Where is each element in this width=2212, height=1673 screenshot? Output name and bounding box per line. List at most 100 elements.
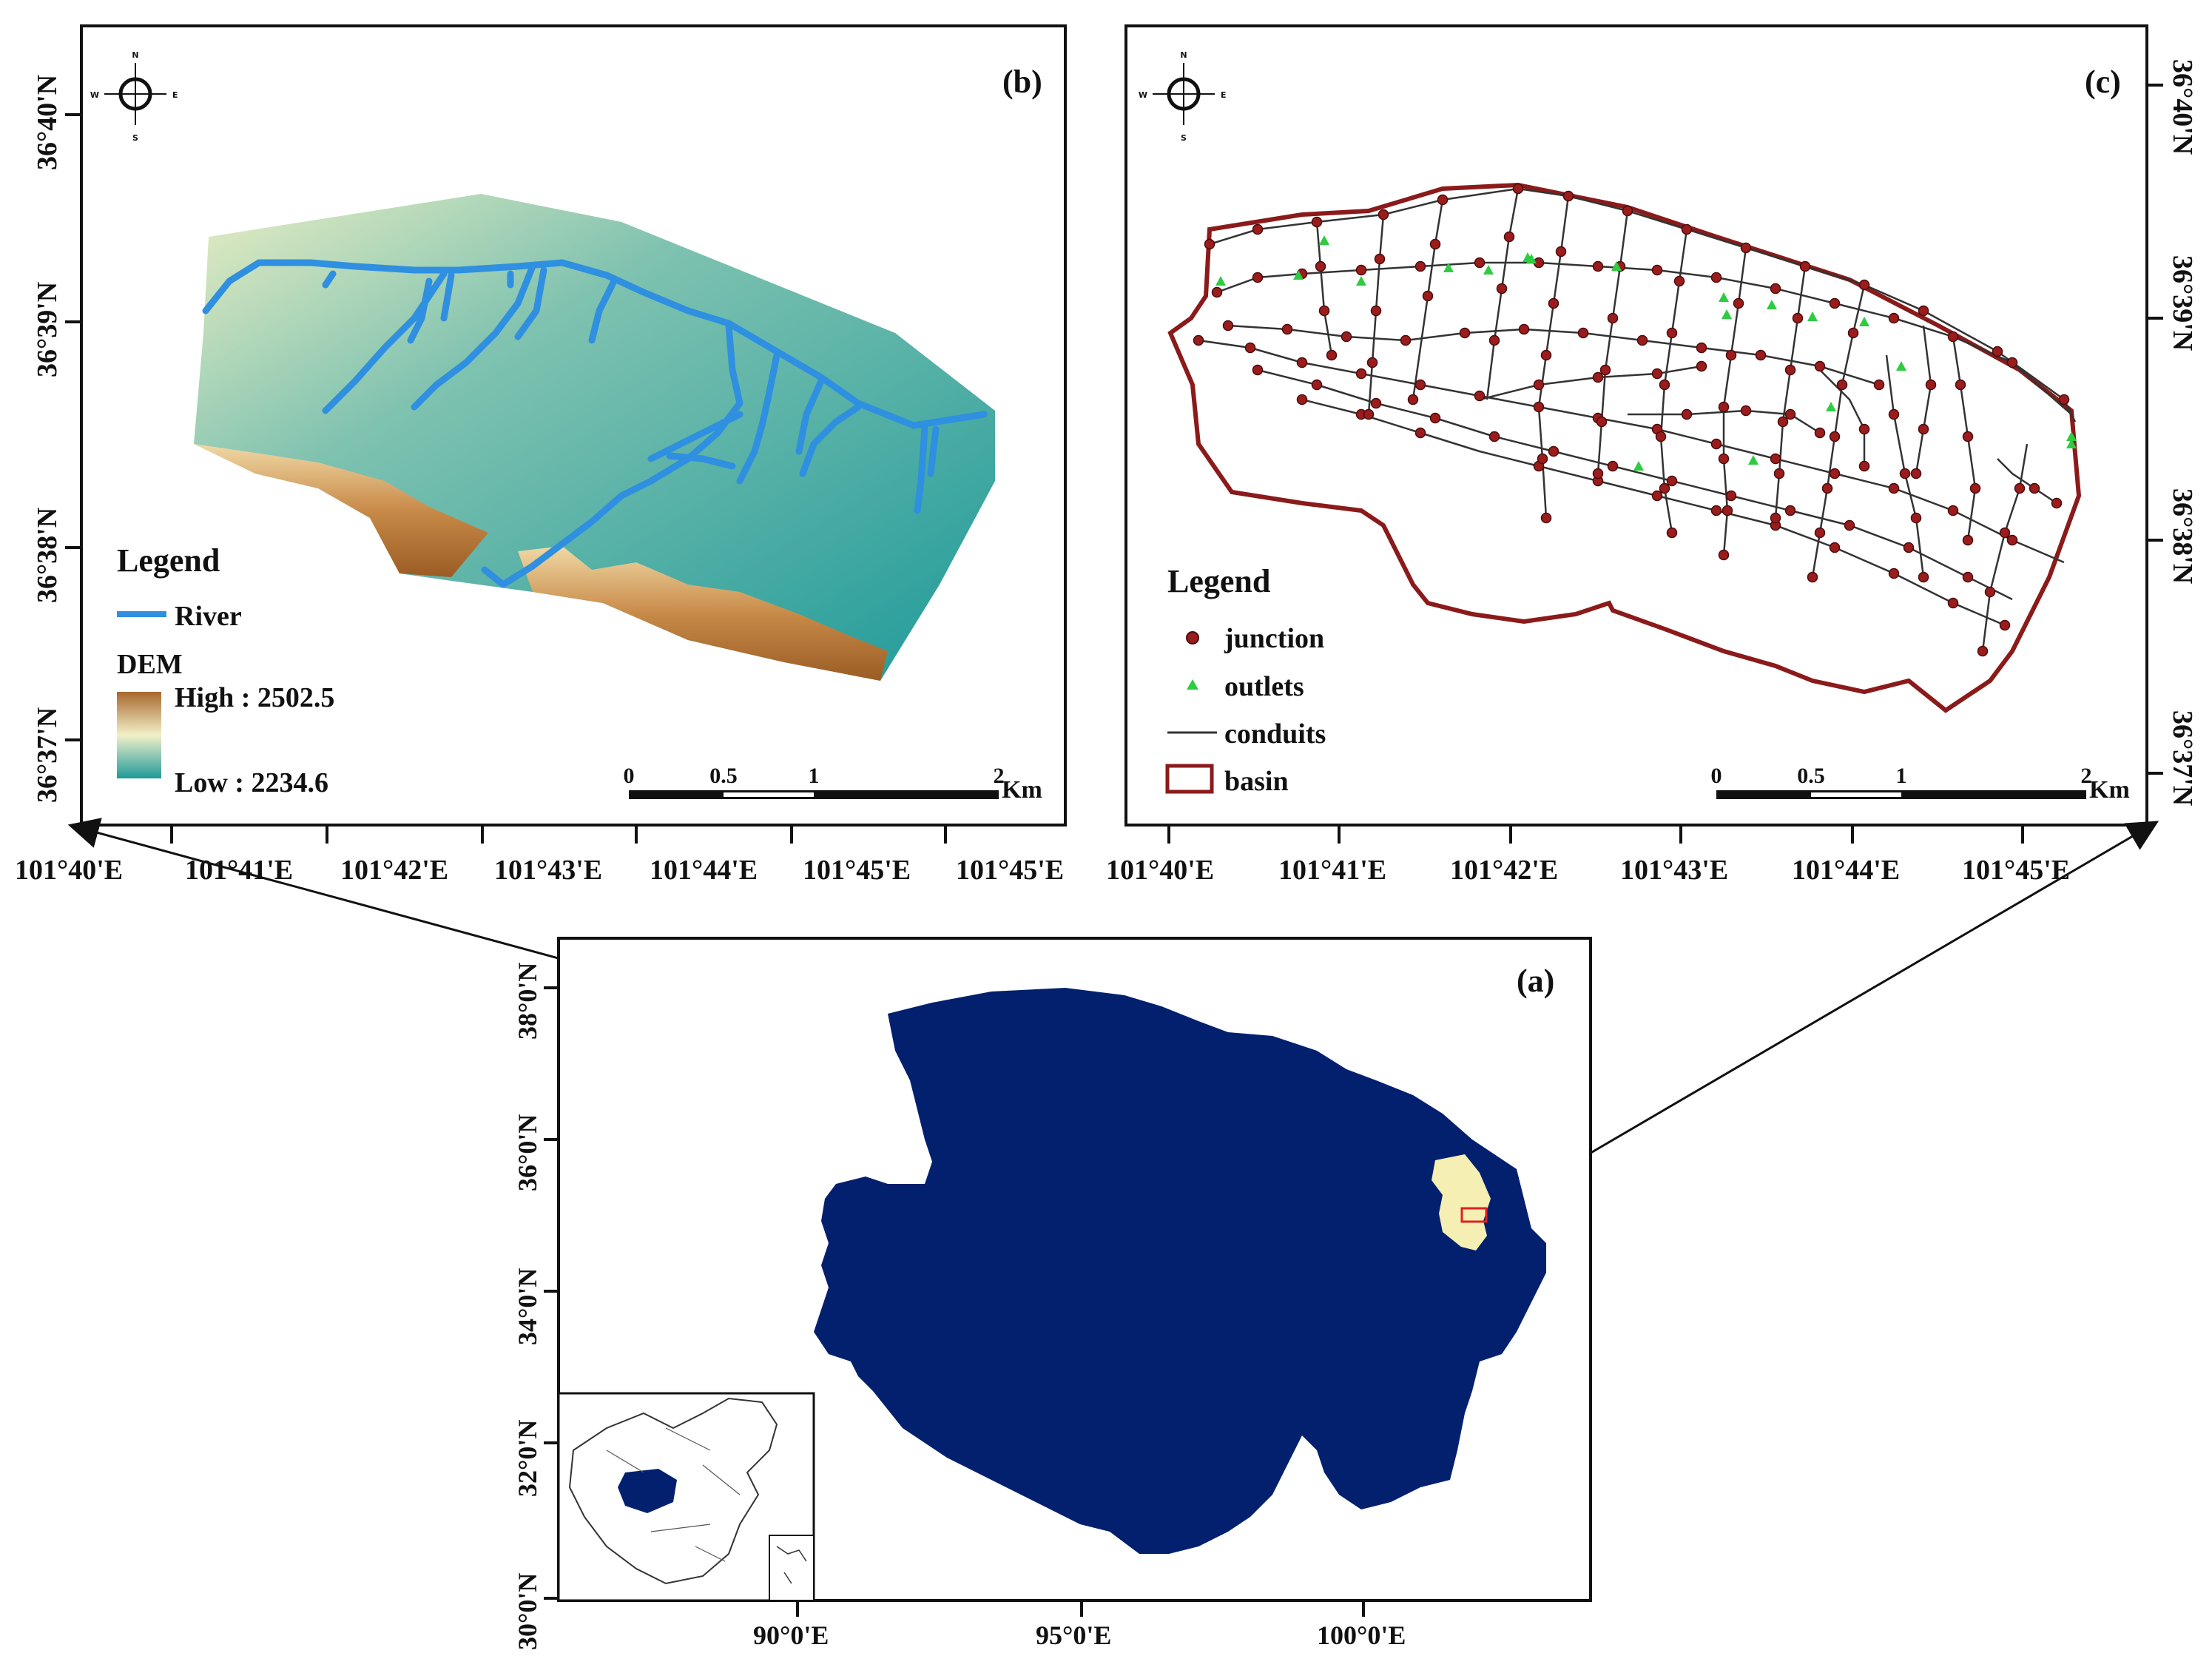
junction-node bbox=[1770, 283, 1781, 294]
outlet-marker bbox=[1633, 461, 1644, 471]
scale-bar-c: 0 0.5 1 2 Km bbox=[1711, 764, 2130, 804]
junction-node bbox=[1596, 416, 1608, 428]
junction-node bbox=[2029, 482, 2040, 494]
scale-c-tick-3: 2 bbox=[2081, 764, 2092, 788]
junction-node bbox=[1355, 368, 1367, 380]
junction-node bbox=[1659, 482, 1670, 494]
junction-node bbox=[1710, 272, 1722, 283]
junction-node bbox=[1503, 231, 1515, 243]
panel-b-lat-1: 36°39'N bbox=[32, 282, 63, 377]
junction-node bbox=[1363, 408, 1375, 420]
panel-b-label: (b) bbox=[1002, 64, 1042, 100]
junction-node bbox=[1814, 527, 1826, 539]
junction-node bbox=[1577, 327, 1589, 339]
junction-node bbox=[1962, 571, 1974, 583]
compass-s: S bbox=[132, 133, 138, 143]
panel-c-lat-labels: 36°40'N 36°39'N 36°38'N 36°37'N bbox=[2167, 59, 2198, 806]
outlet-marker bbox=[1293, 270, 1304, 280]
junction-node bbox=[1969, 482, 1981, 494]
outlet-marker bbox=[1526, 254, 1537, 263]
scale-b-tick-2: 1 bbox=[809, 764, 820, 788]
junction-node bbox=[2051, 497, 2063, 509]
panel-a-lat-3: 32°0'N bbox=[513, 1420, 542, 1497]
junction-node bbox=[1888, 408, 1900, 420]
panel-b-lon-2: 101°42'E bbox=[340, 855, 448, 886]
outlet-marker bbox=[1859, 317, 1869, 326]
junction-node bbox=[1947, 331, 1959, 343]
panel-b: N S W E (b) Legend River DEM High : 2502… bbox=[15, 24, 1067, 886]
junction-nodes bbox=[1193, 183, 2070, 657]
junction-node bbox=[1784, 505, 1796, 516]
junction-node bbox=[1770, 512, 1781, 524]
scale-c-tick-1: 0.5 bbox=[1797, 764, 1825, 788]
panel-c-lat-3: 36°37'N bbox=[2167, 710, 2198, 806]
junction-node bbox=[1422, 290, 1434, 302]
outlet-marker bbox=[1611, 261, 1622, 271]
outlet-marker bbox=[1356, 276, 1366, 286]
junction-node bbox=[1655, 431, 1667, 442]
junction-node bbox=[1858, 460, 1870, 472]
panel-c-lon-1: 101°41'E bbox=[1278, 855, 1386, 886]
scale-c-unit: Km bbox=[2089, 776, 2130, 804]
junction-node bbox=[1888, 312, 1900, 324]
junction-node bbox=[1488, 334, 1500, 346]
junction-node bbox=[1799, 260, 1811, 272]
junction-legend-swatch bbox=[1186, 631, 1199, 644]
junction-node bbox=[1858, 279, 1870, 291]
junction-node bbox=[1722, 505, 1733, 516]
legend-conduits: conduits bbox=[1224, 718, 1326, 750]
panel-c-lon-4: 101°44'E bbox=[1792, 855, 1900, 886]
junction-node bbox=[1414, 427, 1426, 439]
junction-node bbox=[1673, 275, 1685, 287]
junction-node bbox=[1341, 331, 1352, 343]
dem-ridge-south bbox=[518, 546, 888, 681]
junction-node bbox=[1681, 223, 1693, 235]
compass-n: N bbox=[132, 50, 138, 60]
junction-node bbox=[1666, 527, 1678, 539]
junction-node bbox=[1829, 431, 1841, 442]
junction-node bbox=[1681, 408, 1693, 420]
junction-node bbox=[1651, 490, 1663, 502]
panel-c-lon-2: 101°42'E bbox=[1450, 855, 1558, 886]
junction-node bbox=[1666, 475, 1678, 487]
junction-node bbox=[1947, 597, 1959, 609]
junction-node bbox=[1252, 364, 1264, 376]
junction-node bbox=[1858, 423, 1870, 435]
panel-b-lon-labels: 101°40'E 101°41'E 101°42'E 101°43'E 101°… bbox=[15, 855, 1064, 886]
junction-node bbox=[1407, 394, 1419, 405]
junction-node bbox=[1378, 209, 1389, 221]
panel-b-lon-4: 101°44'E bbox=[650, 855, 758, 886]
panel-c-lon-3: 101°43'E bbox=[1620, 855, 1728, 886]
scale-b-tick-3: 2 bbox=[994, 764, 1005, 788]
junction-node bbox=[1437, 194, 1449, 206]
junction-node bbox=[1592, 371, 1604, 383]
outlet-marker bbox=[1215, 276, 1226, 286]
legend-outlets: outlets bbox=[1224, 671, 1304, 702]
junction-node bbox=[1910, 468, 1922, 479]
junction-node bbox=[1326, 349, 1338, 361]
outlet-marker bbox=[2066, 439, 2077, 448]
junction-node bbox=[1607, 460, 1619, 472]
junction-node bbox=[1211, 286, 1223, 298]
junction-node bbox=[1311, 216, 1323, 228]
junction-node bbox=[1540, 512, 1552, 524]
panel-c-lat-ticks bbox=[2147, 84, 2163, 775]
junction-node bbox=[1836, 379, 1848, 391]
junction-node bbox=[1999, 619, 2011, 631]
junction-node bbox=[1888, 482, 1900, 494]
panel-a-lon-1: 95°0'E bbox=[1036, 1620, 1111, 1650]
outlet-marker bbox=[1807, 312, 1818, 321]
junction-node bbox=[1599, 364, 1611, 376]
junction-node bbox=[2058, 394, 2070, 405]
outlet-nodes bbox=[1215, 235, 2077, 471]
junction-node bbox=[1659, 379, 1670, 391]
junction-node bbox=[1429, 412, 1441, 424]
river-legend-label: River bbox=[175, 601, 242, 632]
outlet-legend-swatch bbox=[1187, 679, 1198, 690]
junction-node bbox=[1740, 242, 1752, 254]
junction-node bbox=[1725, 490, 1737, 502]
junction-node bbox=[1296, 357, 1308, 368]
junction-node bbox=[1814, 427, 1826, 439]
compass-e: E bbox=[172, 90, 178, 100]
